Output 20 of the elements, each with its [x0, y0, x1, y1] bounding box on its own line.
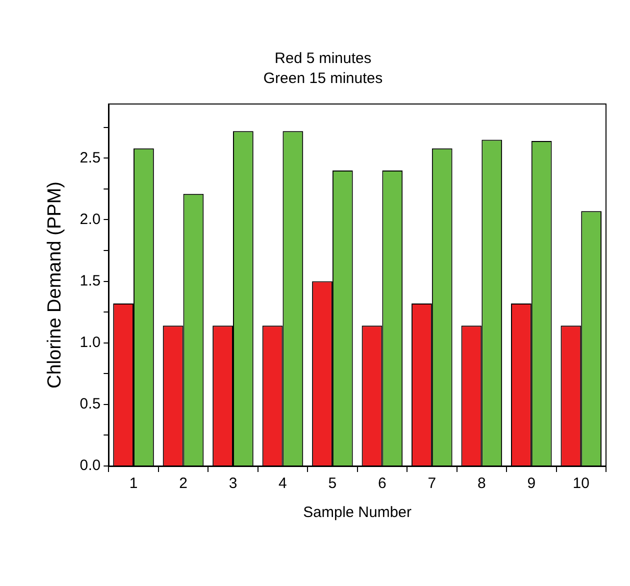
y-tick-label: 2.5	[80, 149, 101, 166]
y-tick-label: 2.0	[80, 210, 101, 228]
chart-subtitle: Green 15 minutes	[263, 70, 383, 88]
x-tick-label: 5	[328, 475, 337, 492]
y-tick-label: 1.0	[80, 334, 101, 352]
chart-title: Red 5 minutes	[274, 50, 372, 68]
x-axis-title: Sample Number	[303, 504, 412, 522]
x-tick-label: 2	[179, 475, 188, 492]
x-tick-label: 4	[278, 475, 287, 492]
y-axis-title: Chlorine Demand (PPM)	[44, 182, 66, 388]
x-tick-label: 6	[378, 475, 386, 492]
x-tick-label: 3	[228, 475, 238, 492]
x-tick-label: 1	[129, 475, 138, 492]
x-tick-label: 9	[527, 475, 536, 492]
x-tick-label: 7	[428, 475, 436, 492]
y-tick-label: 1.5	[80, 272, 101, 290]
text: 0.0	[80, 457, 101, 474]
x-tick-label: 8	[477, 475, 486, 492]
y-tick-label: 0.5	[80, 396, 101, 413]
x-tick-label: 10	[572, 475, 590, 492]
